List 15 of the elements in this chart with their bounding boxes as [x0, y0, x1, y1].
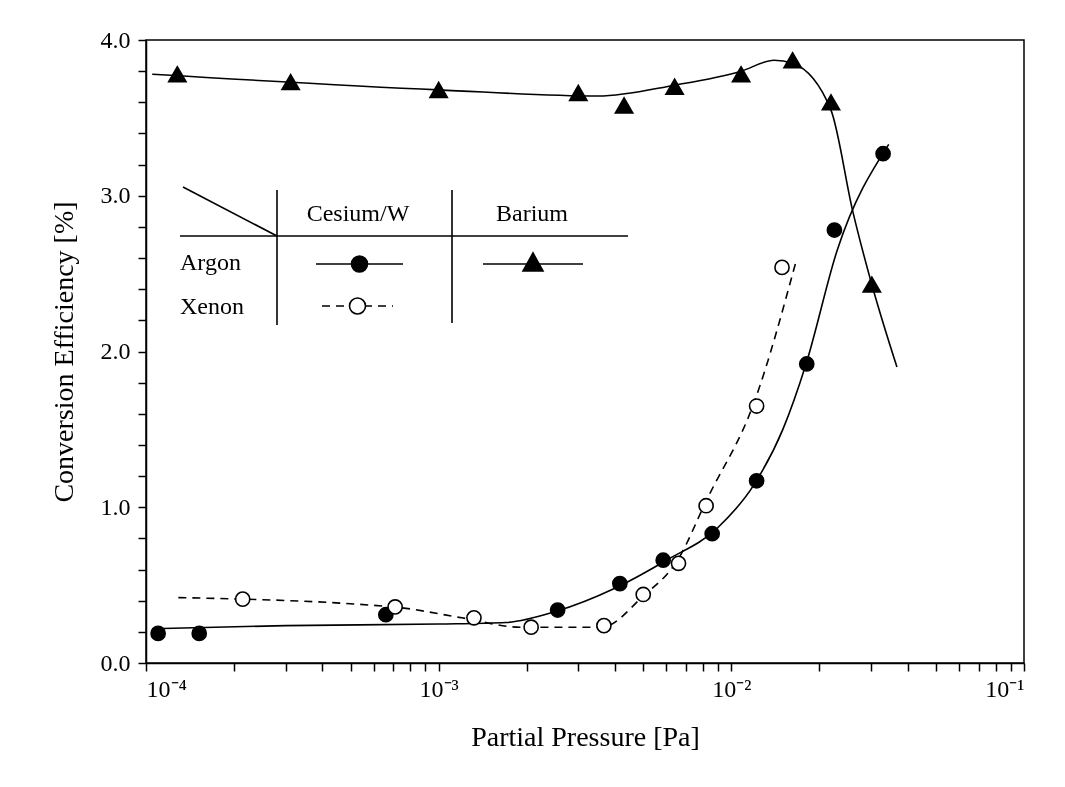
x-tick-label: 10⁻²	[712, 675, 752, 702]
y-tick-label: 3.0	[100, 182, 131, 209]
y-axis-title: Conversion Efficiency [%]	[47, 201, 79, 503]
annotation: Cesium/W	[306, 200, 410, 226]
annotation: Xenon	[180, 293, 244, 319]
x-tick-label: 10⁻³	[419, 675, 459, 702]
annotation: Barium	[496, 200, 569, 226]
y-tick-label: 2.0	[100, 338, 131, 364]
y-tick-label: 4.0	[100, 26, 131, 53]
annotation: Argon	[180, 249, 241, 275]
y-tick-label: 0.0	[100, 649, 131, 676]
x-axis-title: Partial Pressure [Pa]	[471, 720, 700, 752]
x-tick-label: 10⁻⁴	[146, 675, 187, 702]
y-tick-label: 1.0	[100, 493, 131, 520]
x-tick-label: 10⁻¹	[985, 675, 1025, 702]
